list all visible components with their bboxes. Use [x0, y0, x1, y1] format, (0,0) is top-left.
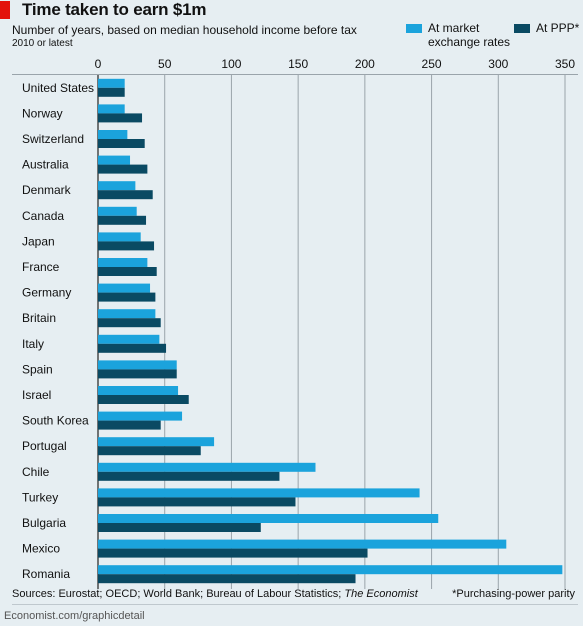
bar-ppp: [98, 292, 156, 302]
category-label: United States: [22, 81, 94, 95]
bar-market: [98, 130, 128, 139]
x-tick-label: 300: [488, 57, 508, 71]
bar-ppp: [98, 215, 147, 225]
legend-ppp-label: At PPP*: [536, 21, 580, 35]
sources: Sources: Eurostat; OECD; World Bank; Bur…: [12, 588, 418, 600]
bar-market: [98, 78, 125, 88]
category-label: Mexico: [22, 542, 60, 556]
chart-note: 2010 or latest: [12, 38, 73, 49]
accent-tag: [0, 1, 10, 19]
category-label: Italy: [22, 337, 44, 351]
x-tick-label: 200: [355, 57, 375, 71]
bar-market: [98, 309, 156, 319]
bar-market: [98, 386, 179, 395]
category-label: Israel: [22, 388, 51, 402]
bar-ppp: [98, 139, 145, 148]
bar-market: [98, 360, 177, 370]
legend-market: At market exchange rates: [406, 21, 510, 49]
bar-market: [98, 258, 148, 267]
bar-ppp: [98, 113, 143, 123]
bar-ppp: [98, 267, 157, 276]
x-tick-label: 100: [221, 57, 241, 71]
bar-ppp: [98, 574, 356, 584]
bar-ppp: [98, 369, 177, 379]
legend-market-label-2: exchange rates: [428, 35, 511, 49]
x-tick-label: 0: [95, 57, 102, 71]
bar-ppp: [98, 241, 155, 251]
legend-market-label-1: At market: [428, 21, 480, 35]
category-label: Britain: [22, 311, 56, 325]
bar-market: [98, 206, 137, 216]
bar-market: [98, 539, 507, 549]
category-label: Spain: [22, 362, 53, 376]
category-label: France: [22, 260, 60, 274]
x-tick-label: 150: [288, 57, 308, 71]
legend-ppp-swatch: [514, 24, 530, 33]
bar-ppp: [98, 548, 368, 558]
bar-ppp: [98, 343, 167, 353]
legend-market-swatch: [406, 24, 422, 33]
bar-market: [98, 488, 420, 498]
category-label: Australia: [22, 158, 69, 172]
bar-ppp: [98, 420, 161, 430]
chart-title: Time taken to earn $1m: [22, 0, 207, 19]
bar-market: [98, 334, 160, 344]
category-label: Germany: [22, 286, 71, 300]
category-label: Canada: [22, 209, 64, 223]
bar-market: [98, 411, 183, 421]
bar-ppp: [98, 497, 296, 507]
bar-market: [98, 565, 563, 575]
bar-market: [98, 462, 316, 472]
category-label: Switzerland: [22, 132, 84, 146]
category-label: Portugal: [22, 439, 67, 453]
bar-market: [98, 232, 141, 242]
sources-text: Sources: Eurostat; OECD; World Bank; Bur…: [12, 588, 345, 600]
bar-ppp: [98, 523, 261, 532]
bar-ppp: [98, 164, 148, 174]
category-label: Turkey: [22, 490, 58, 504]
credit: Economist.com/graphicdetail: [4, 610, 145, 622]
bar-ppp: [98, 190, 153, 200]
bar-ppp: [98, 446, 201, 456]
category-label: Bulgaria: [22, 516, 66, 530]
bar-market: [98, 104, 125, 114]
footer-rule: [12, 604, 578, 605]
bar-ppp: [98, 471, 280, 481]
chart-subtitle: Number of years, based on median househo…: [12, 23, 357, 37]
x-tick-label: 50: [158, 57, 172, 71]
header-rule: [12, 74, 578, 75]
category-label: Romania: [22, 567, 70, 581]
category-label: Japan: [22, 234, 55, 248]
category-label: South Korea: [22, 414, 89, 428]
x-tick-label: 250: [422, 57, 442, 71]
bar-market: [98, 283, 151, 293]
footnote: *Purchasing-power parity: [452, 588, 575, 600]
legend-ppp: At PPP*: [514, 21, 579, 35]
bar-market: [98, 181, 136, 191]
bar-market: [98, 155, 131, 165]
bar-market: [98, 514, 439, 523]
category-label: Denmark: [22, 183, 72, 197]
category-label: Norway: [22, 106, 63, 120]
category-label: Chile: [22, 465, 50, 479]
sources-italic: The Economist: [344, 588, 418, 600]
bar-ppp: [98, 318, 161, 328]
bar-market: [98, 437, 215, 447]
bar-ppp: [98, 87, 125, 97]
bar-ppp: [98, 395, 189, 404]
x-tick-label: 350: [555, 57, 575, 71]
